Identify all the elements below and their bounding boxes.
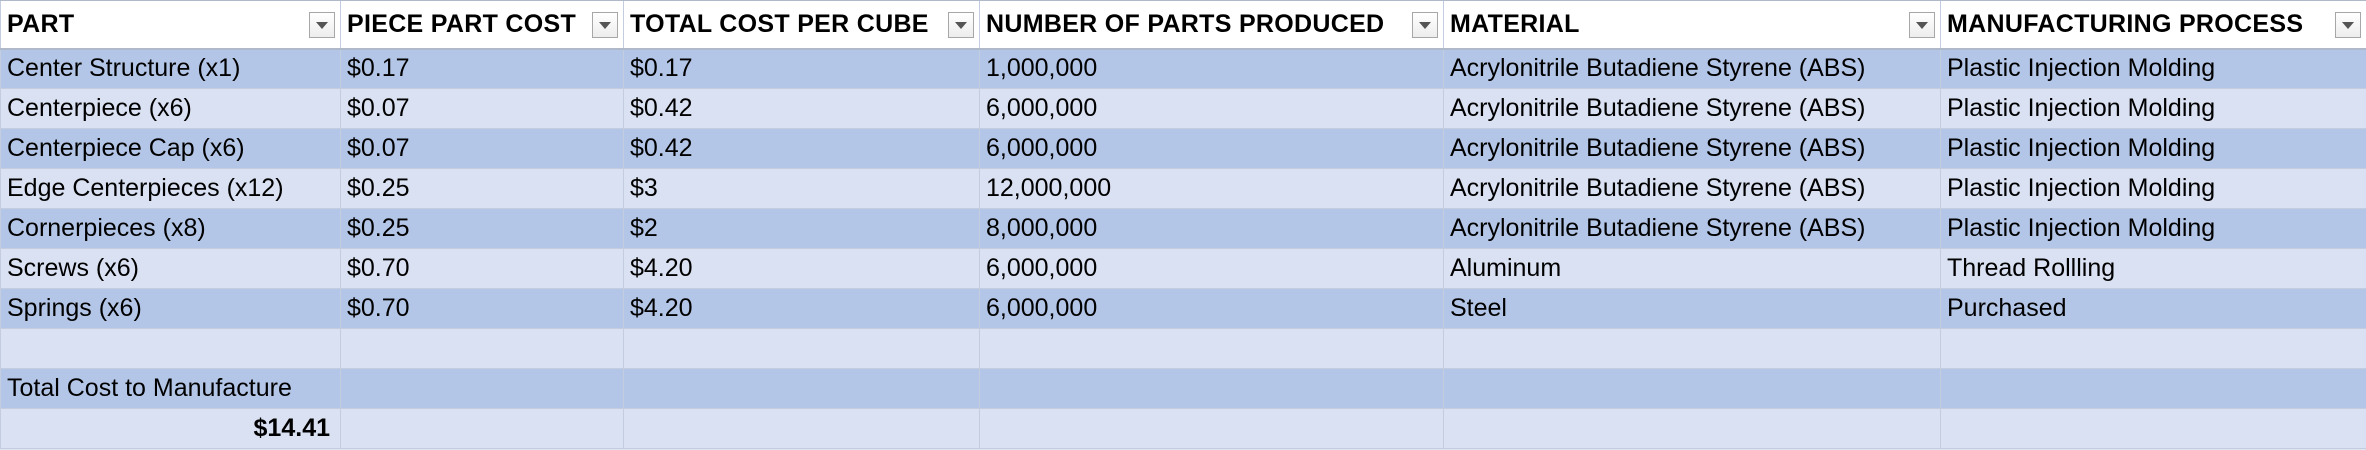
empty-cell[interactable] bbox=[340, 408, 624, 449]
table-row: Cornerpieces (x8) $0.25 $2 8,000,000 Acr… bbox=[0, 208, 2366, 249]
empty-cell[interactable] bbox=[340, 328, 624, 369]
total-label-row: Total Cost to Manufacture bbox=[0, 368, 2366, 409]
filter-dropdown-icon[interactable] bbox=[1909, 12, 1935, 38]
cell-part[interactable]: Center Structure (x1) bbox=[0, 48, 341, 89]
empty-cell[interactable] bbox=[979, 368, 1444, 409]
cell-part[interactable]: Screws (x6) bbox=[0, 248, 341, 289]
cell-part[interactable]: Centerpiece Cap (x6) bbox=[0, 128, 341, 169]
table-row: Centerpiece (x6) $0.07 $0.42 6,000,000 A… bbox=[0, 88, 2366, 129]
header-label: MANUFACTURING PROCESS bbox=[1947, 9, 2304, 38]
header-part[interactable]: PART bbox=[0, 0, 341, 50]
header-label: TOTAL COST PER CUBE bbox=[630, 9, 929, 38]
cell-material[interactable]: Steel bbox=[1443, 288, 1941, 329]
cell-total-cost[interactable]: $4.20 bbox=[623, 288, 980, 329]
cell-parts-produced[interactable]: 6,000,000 bbox=[979, 288, 1444, 329]
cell-parts-produced[interactable]: 6,000,000 bbox=[979, 128, 1444, 169]
cell-total-cost[interactable]: $3 bbox=[623, 168, 980, 209]
header-manufacturing-process[interactable]: MANUFACTURING PROCESS bbox=[1940, 0, 2366, 50]
header-piece-part-cost[interactable]: PIECE PART COST bbox=[340, 0, 624, 50]
cell-piece-cost[interactable]: $0.25 bbox=[340, 208, 624, 249]
header-label: MATERIAL bbox=[1450, 9, 1580, 38]
cell-process[interactable]: Thread Rollling bbox=[1940, 248, 2366, 289]
empty-cell[interactable] bbox=[1443, 408, 1941, 449]
cell-parts-produced[interactable]: 6,000,000 bbox=[979, 248, 1444, 289]
table-row: Springs (x6) $0.70 $4.20 6,000,000 Steel… bbox=[0, 288, 2366, 329]
cell-total-cost[interactable]: $0.17 bbox=[623, 48, 980, 89]
total-value-row: $14.41 bbox=[0, 408, 2366, 449]
empty-cell[interactable] bbox=[0, 328, 341, 369]
empty-cell[interactable] bbox=[979, 408, 1444, 449]
header-label: PART bbox=[7, 9, 75, 38]
empty-cell[interactable] bbox=[1940, 368, 2366, 409]
cell-process[interactable]: Plastic Injection Molding bbox=[1940, 88, 2366, 129]
cell-process[interactable]: Plastic Injection Molding bbox=[1940, 168, 2366, 209]
cell-material[interactable]: Acrylonitrile Butadiene Styrene (ABS) bbox=[1443, 208, 1941, 249]
cell-total-cost[interactable]: $4.20 bbox=[623, 248, 980, 289]
header-row: PART PIECE PART COST TOTAL COST PER CUBE… bbox=[0, 0, 2366, 50]
cell-total-cost[interactable]: $0.42 bbox=[623, 128, 980, 169]
cell-parts-produced[interactable]: 12,000,000 bbox=[979, 168, 1444, 209]
cell-total-cost[interactable]: $0.42 bbox=[623, 88, 980, 129]
filter-dropdown-icon[interactable] bbox=[592, 12, 618, 38]
filter-dropdown-icon[interactable] bbox=[309, 12, 335, 38]
cell-parts-produced[interactable]: 8,000,000 bbox=[979, 208, 1444, 249]
cell-material[interactable]: Aluminum bbox=[1443, 248, 1941, 289]
cell-total-cost[interactable]: $2 bbox=[623, 208, 980, 249]
cell-material[interactable]: Acrylonitrile Butadiene Styrene (ABS) bbox=[1443, 48, 1941, 89]
total-cost-value[interactable]: $14.41 bbox=[0, 408, 341, 449]
empty-cell[interactable] bbox=[623, 368, 980, 409]
cell-part[interactable]: Edge Centerpieces (x12) bbox=[0, 168, 341, 209]
header-number-of-parts[interactable]: NUMBER OF PARTS PRODUCED bbox=[979, 0, 1444, 50]
filter-dropdown-icon[interactable] bbox=[1412, 12, 1438, 38]
cell-piece-cost[interactable]: $0.25 bbox=[340, 168, 624, 209]
empty-cell[interactable] bbox=[1940, 328, 2366, 369]
cell-parts-produced[interactable]: 6,000,000 bbox=[979, 88, 1444, 129]
table-row: Centerpiece Cap (x6) $0.07 $0.42 6,000,0… bbox=[0, 128, 2366, 169]
cell-piece-cost[interactable]: $0.70 bbox=[340, 288, 624, 329]
cell-process[interactable]: Purchased bbox=[1940, 288, 2366, 329]
cell-piece-cost[interactable]: $0.07 bbox=[340, 88, 624, 129]
empty-row bbox=[0, 328, 2366, 369]
header-material[interactable]: MATERIAL bbox=[1443, 0, 1941, 50]
cell-material[interactable]: Acrylonitrile Butadiene Styrene (ABS) bbox=[1443, 128, 1941, 169]
header-label: NUMBER OF PARTS PRODUCED bbox=[986, 9, 1385, 38]
filter-dropdown-icon[interactable] bbox=[948, 12, 974, 38]
cell-piece-cost[interactable]: $0.17 bbox=[340, 48, 624, 89]
empty-cell[interactable] bbox=[1443, 368, 1941, 409]
header-total-cost-per-cube[interactable]: TOTAL COST PER CUBE bbox=[623, 0, 980, 50]
table-row: Screws (x6) $0.70 $4.20 6,000,000 Alumin… bbox=[0, 248, 2366, 289]
empty-cell[interactable] bbox=[623, 408, 980, 449]
cell-piece-cost[interactable]: $0.70 bbox=[340, 248, 624, 289]
filter-dropdown-icon[interactable] bbox=[2335, 12, 2361, 38]
table-row: Center Structure (x1) $0.17 $0.17 1,000,… bbox=[0, 48, 2366, 89]
total-cost-label[interactable]: Total Cost to Manufacture bbox=[0, 368, 341, 409]
cell-part[interactable]: Centerpiece (x6) bbox=[0, 88, 341, 129]
cell-piece-cost[interactable]: $0.07 bbox=[340, 128, 624, 169]
cell-material[interactable]: Acrylonitrile Butadiene Styrene (ABS) bbox=[1443, 88, 1941, 129]
cell-process[interactable]: Plastic Injection Molding bbox=[1940, 48, 2366, 89]
header-label: PIECE PART COST bbox=[347, 9, 577, 38]
table-row: Edge Centerpieces (x12) $0.25 $3 12,000,… bbox=[0, 168, 2366, 209]
empty-cell[interactable] bbox=[340, 368, 624, 409]
cell-process[interactable]: Plastic Injection Molding bbox=[1940, 208, 2366, 249]
cell-part[interactable]: Cornerpieces (x8) bbox=[0, 208, 341, 249]
empty-cell[interactable] bbox=[623, 328, 980, 369]
empty-cell[interactable] bbox=[979, 328, 1444, 369]
cell-process[interactable]: Plastic Injection Molding bbox=[1940, 128, 2366, 169]
cell-part[interactable]: Springs (x6) bbox=[0, 288, 341, 329]
empty-cell[interactable] bbox=[1443, 328, 1941, 369]
empty-cell[interactable] bbox=[1940, 408, 2366, 449]
cell-parts-produced[interactable]: 1,000,000 bbox=[979, 48, 1444, 89]
cell-material[interactable]: Acrylonitrile Butadiene Styrene (ABS) bbox=[1443, 168, 1941, 209]
